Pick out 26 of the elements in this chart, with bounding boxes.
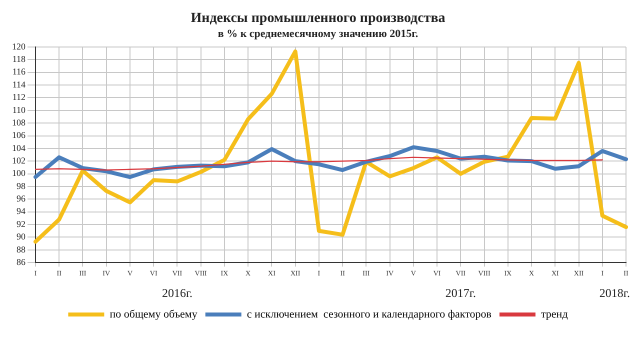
y-tick-label: 106 [12, 130, 26, 140]
chart-subtitle: в % к среднемесячному значению 2015г. [218, 28, 418, 40]
y-tick-label: 92 [16, 218, 26, 229]
text: 2018г. [599, 286, 630, 300]
legend-label: с исключением сезонного и календарного факторов [246, 308, 492, 320]
y-tick-label: 118 [12, 54, 26, 64]
chart-title: Индексы промышленного производства [190, 11, 446, 26]
y-tick-label: 102 [12, 156, 26, 166]
y-tick-label: 112 [12, 92, 26, 102]
y-tick-label: 116 [12, 66, 26, 77]
y-tick-label: 90 [16, 232, 26, 242]
y-tick-label: 88 [16, 244, 26, 254]
y-tick-label: 110 [12, 104, 26, 115]
y-tick-label: 100 [12, 168, 26, 178]
y-tick-label: 120 [12, 41, 26, 52]
legend-label: по общему объему [110, 308, 198, 320]
text: 2016г. [162, 286, 193, 300]
y-tick-label: 108 [12, 117, 26, 128]
y-tick-label: 114 [12, 79, 26, 90]
y-tick-label: 94 [16, 206, 26, 216]
y-tick-label: 104 [12, 142, 26, 153]
legend-label: тренд [540, 308, 568, 320]
text: 2017г. [445, 286, 476, 300]
y-tick-label: 96 [16, 194, 26, 204]
y-tick-label: 98 [16, 180, 26, 191]
y-tick-label: 86 [16, 256, 26, 267]
